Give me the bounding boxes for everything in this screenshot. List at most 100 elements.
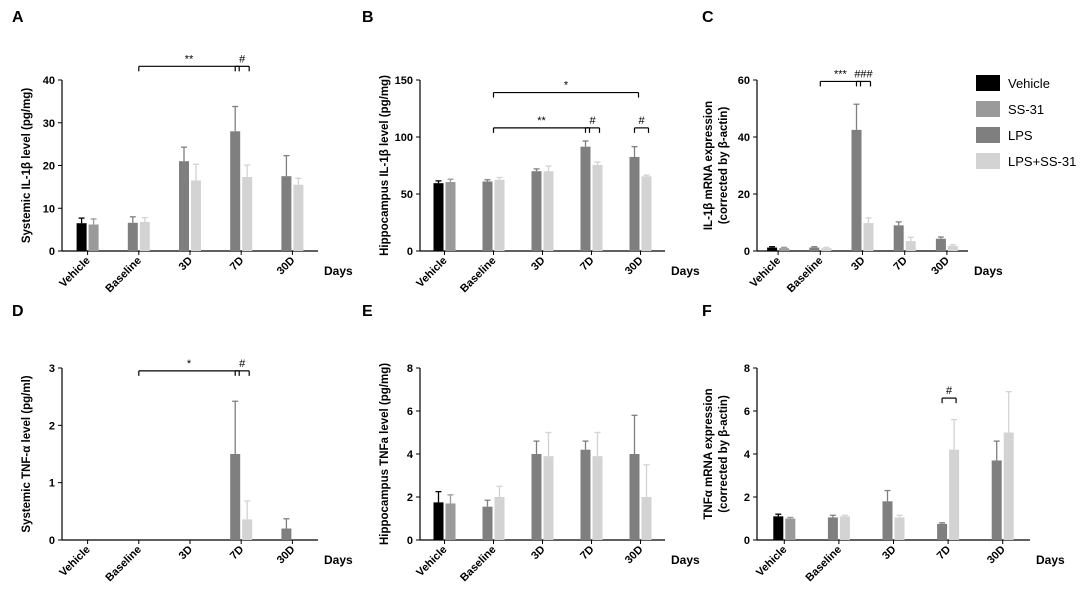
y-tick-label: 4: [744, 449, 751, 461]
bar: [76, 223, 87, 251]
y-tick-label: 40: [43, 75, 55, 87]
x-tick-label: 3D: [880, 544, 898, 562]
bar: [139, 221, 150, 251]
y-tick-label: 10: [43, 203, 55, 215]
y-tick-label: 40: [738, 132, 750, 144]
x-tick-label: Baseline: [785, 255, 825, 295]
bar: [905, 241, 916, 251]
bar: [1003, 432, 1014, 540]
x-tick-label: 3D: [849, 255, 867, 273]
bar: [991, 460, 1002, 540]
significance-marker: #: [239, 53, 246, 65]
x-tick-label: 30D: [275, 544, 298, 567]
y-axis-label-sub: (corrected by β-actin): [718, 395, 730, 513]
significance-marker: **: [537, 115, 546, 127]
bar: [592, 456, 603, 540]
x-tick-label: Vehicle: [57, 544, 92, 579]
x-tick-label: 3D: [177, 544, 195, 562]
bar: [482, 181, 493, 251]
bar: [242, 177, 253, 251]
x-tick-label: Baseline: [103, 255, 143, 295]
x-axis-label: Days: [1036, 553, 1065, 567]
bar: [863, 223, 874, 251]
bar: [839, 516, 850, 540]
x-tick-label: 30D: [985, 544, 1008, 567]
y-tick-label: 0: [407, 535, 413, 547]
y-tick-label: 8: [407, 363, 413, 375]
panel-label-F: F: [702, 303, 712, 320]
y-tick-label: 0: [49, 246, 55, 258]
x-tick-label: Vehicle: [57, 255, 92, 290]
legend-swatch-vehicle: [976, 75, 1000, 91]
bar: [947, 245, 958, 251]
y-tick-label: 1: [49, 478, 55, 490]
y-tick-label: 6: [744, 406, 750, 418]
bar: [293, 184, 304, 251]
y-tick-label: 20: [43, 161, 55, 173]
x-axis-label: Days: [974, 264, 1003, 278]
significance-marker: #: [239, 358, 246, 370]
bar: [482, 506, 493, 540]
y-tick-label: 6: [407, 406, 413, 418]
bar: [785, 518, 796, 540]
bar: [629, 156, 640, 251]
bar: [949, 449, 960, 540]
x-tick-label: 30D: [623, 255, 646, 278]
significance-marker: #: [638, 115, 645, 127]
bar: [827, 517, 838, 540]
bar: [281, 528, 292, 540]
x-axis-label: Days: [671, 264, 700, 278]
bar: [580, 449, 591, 540]
significance-marker: *: [187, 358, 192, 370]
bar: [894, 517, 905, 540]
y-tick-label: 50: [401, 189, 413, 201]
y-tick-label: 4: [407, 449, 414, 461]
significance-marker: #: [589, 115, 596, 127]
bar: [445, 182, 456, 251]
panel-label-A: A: [12, 9, 24, 26]
y-axis-label: Systemic IL-1β level (pg/mg): [21, 88, 33, 243]
x-tick-label: Vehicle: [748, 255, 783, 290]
x-axis-label: Days: [324, 553, 353, 567]
bar: [543, 171, 554, 251]
y-tick-label: 0: [744, 535, 750, 547]
y-tick-label: 0: [49, 535, 55, 547]
bar: [531, 454, 542, 540]
panel-E: E 0 2 4 6 8 Hippocampus TNFa level (pg/mg) Vehi…: [362, 303, 700, 584]
y-tick-label: 3: [49, 363, 55, 375]
bar: [893, 225, 904, 251]
y-tick-label: 60: [738, 75, 750, 87]
x-tick-label: 7D: [228, 255, 246, 273]
y-tick-label: 8: [744, 363, 750, 375]
y-tick-label: 30: [43, 118, 55, 130]
bar: [543, 456, 554, 540]
y-tick-label: 2: [407, 492, 413, 504]
legend: Vehicle SS-31 LPS LPS+SS-31: [976, 75, 1076, 169]
bar: [641, 176, 652, 251]
bar: [242, 519, 253, 540]
x-tick-label: Vehicle: [754, 544, 789, 579]
panel-F: F 0 2 4 6 8 TNFα mRNA expression (corrected by …: [702, 303, 1065, 584]
panel-label-C: C: [702, 9, 714, 26]
bar: [773, 516, 784, 540]
y-axis-label: Systemic TNF-α level (pg/ml): [21, 375, 33, 532]
bar: [191, 180, 201, 251]
bar: [281, 176, 292, 251]
y-tick-label: 0: [407, 246, 413, 258]
y-axis-label-sub: (corrected by β-actin): [718, 107, 730, 225]
significance-marker: ###: [854, 68, 873, 80]
bar: [935, 238, 946, 251]
bar: [779, 248, 790, 251]
x-tick-label: 7D: [578, 255, 596, 273]
y-tick-label: 2: [744, 492, 750, 504]
legend-label-ss31: SS-31: [1008, 102, 1044, 117]
x-tick-label: 7D: [935, 544, 953, 562]
panel-label-D: D: [12, 303, 24, 320]
legend-swatch-lps: [976, 127, 1000, 143]
bar: [641, 497, 652, 540]
y-axis-label: IL-1β mRNA expression: [703, 101, 715, 230]
bar: [580, 146, 591, 251]
bar: [821, 248, 832, 251]
legend-swatch-ss31: [976, 101, 1000, 117]
